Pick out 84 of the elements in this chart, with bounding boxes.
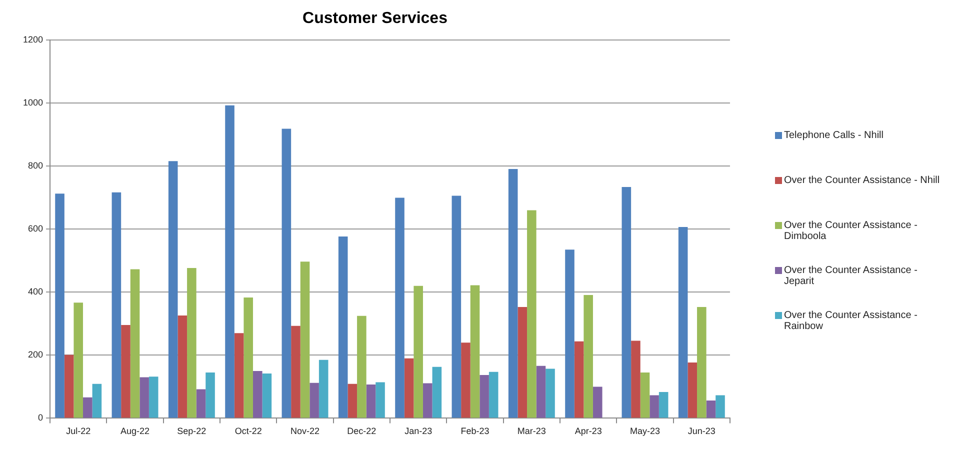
bar bbox=[178, 316, 188, 418]
bar bbox=[658, 392, 668, 418]
x-tick-label: Apr-23 bbox=[574, 426, 602, 436]
bar bbox=[706, 400, 716, 418]
bar bbox=[130, 269, 140, 418]
y-tick-label: 200 bbox=[28, 350, 44, 360]
bar bbox=[187, 268, 196, 418]
bar bbox=[584, 295, 593, 418]
bar bbox=[414, 286, 423, 418]
y-tick-label: 800 bbox=[28, 160, 44, 171]
bar bbox=[461, 342, 470, 418]
bar bbox=[348, 384, 358, 418]
bar bbox=[376, 382, 385, 418]
x-tick-label: Sep-22 bbox=[177, 426, 206, 436]
bar bbox=[565, 250, 574, 418]
bar bbox=[574, 341, 584, 418]
bar bbox=[148, 376, 158, 418]
bar bbox=[716, 395, 725, 418]
x-tick-label: Dec-22 bbox=[347, 426, 376, 436]
x-tick-label: Oct-22 bbox=[234, 426, 262, 436]
bar bbox=[366, 384, 376, 418]
legend-label: Over the Counter Assistance - Nhill bbox=[784, 175, 940, 186]
bar bbox=[64, 354, 74, 418]
bar bbox=[518, 307, 528, 418]
bar bbox=[650, 395, 659, 418]
bar bbox=[697, 307, 706, 418]
bar bbox=[338, 236, 348, 418]
bar bbox=[244, 298, 253, 418]
y-tick-label: 1200 bbox=[22, 34, 44, 45]
bar bbox=[395, 198, 404, 418]
bar bbox=[592, 386, 602, 418]
bar bbox=[300, 262, 310, 418]
bar bbox=[92, 384, 102, 418]
y-tick-label: 400 bbox=[28, 286, 44, 297]
bar bbox=[196, 389, 206, 418]
bar bbox=[688, 362, 698, 418]
legend-label: Over the Counter Assistance - Rainbow bbox=[784, 310, 918, 332]
bar bbox=[357, 316, 366, 418]
bar bbox=[168, 161, 178, 418]
x-tick-label: Mar-23 bbox=[517, 426, 546, 436]
bar bbox=[622, 186, 632, 418]
bar bbox=[112, 192, 122, 418]
bar bbox=[432, 366, 442, 418]
bar bbox=[83, 397, 92, 418]
bar bbox=[527, 210, 536, 418]
x-tick-label: Feb-23 bbox=[460, 426, 490, 436]
bar bbox=[121, 324, 130, 418]
bar bbox=[404, 358, 414, 418]
x-tick-label: Jan-23 bbox=[404, 426, 432, 436]
bar bbox=[140, 377, 149, 418]
legend-label: Telephone Calls - Nhill bbox=[784, 130, 884, 141]
x-tick-label: Jun-23 bbox=[688, 426, 716, 436]
bar bbox=[74, 302, 83, 418]
bar bbox=[470, 285, 480, 418]
legend-label: Over the Counter Assistance - Jeparit bbox=[784, 265, 918, 287]
bar bbox=[480, 375, 489, 418]
bar bbox=[631, 340, 640, 418]
x-tick-label: Jul-22 bbox=[66, 426, 91, 436]
bar bbox=[422, 383, 432, 418]
bar bbox=[318, 360, 328, 418]
bar bbox=[282, 128, 292, 418]
bar bbox=[206, 372, 215, 418]
x-tick-label: Aug-22 bbox=[120, 426, 150, 436]
bar bbox=[678, 226, 688, 418]
x-tick-label: May-23 bbox=[630, 426, 660, 436]
chart-title: Customer Services bbox=[302, 10, 448, 28]
bar bbox=[508, 169, 518, 418]
bar bbox=[252, 370, 262, 418]
legend-label: Over the Counter Assistance - Dimboola bbox=[784, 220, 918, 242]
bar bbox=[536, 366, 546, 418]
x-tick-label: Nov-22 bbox=[290, 426, 320, 436]
bar bbox=[225, 105, 234, 418]
bar bbox=[310, 382, 319, 418]
bar bbox=[262, 373, 272, 418]
bar bbox=[640, 372, 650, 418]
bar bbox=[452, 196, 462, 418]
y-tick-label: 1000 bbox=[22, 98, 44, 108]
bar bbox=[546, 368, 555, 418]
bar bbox=[234, 333, 244, 418]
y-tick-label: 0 bbox=[38, 412, 44, 423]
bar bbox=[291, 326, 300, 418]
y-tick-label: 600 bbox=[28, 224, 44, 234]
bar bbox=[55, 194, 64, 418]
bar bbox=[488, 372, 498, 418]
